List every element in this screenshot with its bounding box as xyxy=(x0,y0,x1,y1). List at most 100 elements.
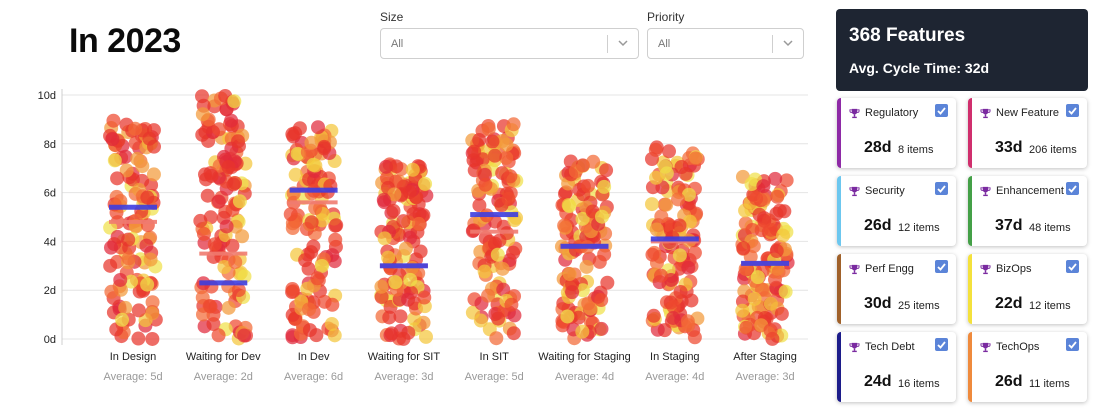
card-color-bar xyxy=(968,254,972,324)
category-card[interactable]: New Feature 33d 206 items xyxy=(968,98,1087,168)
mean-line xyxy=(289,187,338,193)
data-point xyxy=(594,209,609,224)
card-items-count: 12 items xyxy=(898,222,940,234)
size-filter-label: Size xyxy=(380,10,404,24)
card-checkbox[interactable] xyxy=(935,104,948,117)
trophy-icon xyxy=(980,186,991,197)
data-point xyxy=(506,326,521,341)
data-point xyxy=(661,144,676,159)
category-label: Waiting for Dev xyxy=(186,351,261,363)
data-point xyxy=(196,226,211,241)
card-checkbox[interactable] xyxy=(1066,104,1079,117)
data-point xyxy=(327,328,342,343)
mean-line xyxy=(470,212,519,218)
check-icon xyxy=(937,107,946,115)
data-point xyxy=(778,284,793,299)
data-point xyxy=(135,159,150,174)
data-point xyxy=(204,168,219,183)
data-point xyxy=(146,167,161,182)
data-point xyxy=(489,331,504,346)
scatter-group xyxy=(283,120,344,345)
data-point xyxy=(503,169,518,184)
card-title: BizOps xyxy=(996,263,1032,275)
data-point xyxy=(145,331,160,346)
category-card[interactable]: Perf Engg 30d 25 items xyxy=(837,254,956,324)
chevron-down-icon[interactable] xyxy=(781,36,795,50)
card-title: TechOps xyxy=(996,341,1040,353)
data-point xyxy=(649,170,664,185)
data-point xyxy=(487,148,502,163)
mean-line xyxy=(109,204,157,210)
card-checkbox[interactable] xyxy=(935,338,948,351)
data-point xyxy=(299,222,314,237)
mean-line xyxy=(741,260,790,266)
category-card[interactable]: BizOps 22d 12 items xyxy=(968,254,1087,324)
data-point xyxy=(771,264,786,279)
size-filter: Size All xyxy=(380,10,639,59)
data-point xyxy=(113,193,128,208)
category-label: Waiting for SIT xyxy=(368,351,441,363)
card-checkbox[interactable] xyxy=(935,182,948,195)
card-color-bar xyxy=(968,98,972,168)
median-line xyxy=(470,229,519,234)
data-point xyxy=(212,122,227,137)
card-checkbox[interactable] xyxy=(1066,260,1079,273)
card-checkbox[interactable] xyxy=(935,260,948,273)
category-card[interactable]: Enhancement 37d 48 items xyxy=(968,176,1087,246)
data-point xyxy=(402,184,417,199)
y-tick-label: 6d xyxy=(44,188,56,200)
card-checkbox[interactable] xyxy=(1066,182,1079,195)
check-icon xyxy=(1068,341,1077,349)
data-point xyxy=(666,310,681,325)
data-point xyxy=(119,163,134,178)
mean-line xyxy=(199,280,248,286)
data-point xyxy=(329,218,344,233)
check-icon xyxy=(937,341,946,349)
data-point xyxy=(736,241,751,256)
data-point xyxy=(687,245,702,260)
data-point xyxy=(140,277,155,292)
category-card[interactable]: Regulatory 28d 8 items xyxy=(837,98,956,168)
data-point xyxy=(579,259,594,274)
category-label: After Staging xyxy=(733,351,797,363)
data-point xyxy=(221,160,236,175)
data-point xyxy=(203,299,218,314)
average-label: Average: 2d xyxy=(194,371,253,383)
data-point xyxy=(115,312,130,327)
data-point xyxy=(325,297,340,312)
data-point xyxy=(756,179,771,194)
card-cycle-value: 30d xyxy=(864,295,892,312)
data-point xyxy=(750,270,765,285)
size-select[interactable]: All xyxy=(380,28,639,59)
data-point xyxy=(298,253,313,268)
average-label: Average: 6d xyxy=(284,371,343,383)
data-point xyxy=(594,293,609,308)
card-checkbox[interactable] xyxy=(1066,338,1079,351)
card-cycle-value: 22d xyxy=(995,295,1023,312)
data-point xyxy=(645,247,660,262)
category-card[interactable]: Tech Debt 24d 16 items xyxy=(837,332,956,402)
card-cycle-value: 33d xyxy=(995,139,1023,156)
card-color-bar xyxy=(968,176,972,246)
category-label: In Dev xyxy=(298,351,330,363)
scatter-group xyxy=(374,157,434,346)
category-card[interactable]: Security 26d 12 items xyxy=(837,176,956,246)
data-point xyxy=(586,154,601,169)
size-select-separator xyxy=(607,35,608,53)
priority-select[interactable]: All xyxy=(647,28,804,59)
data-point xyxy=(121,232,136,247)
data-point xyxy=(672,248,687,263)
feature-count: 368 Features xyxy=(849,25,966,46)
data-point xyxy=(195,107,210,122)
avg-cycle-time: Avg. Cycle Time: 32d xyxy=(849,60,990,76)
data-point xyxy=(110,171,125,186)
data-point xyxy=(487,236,502,251)
data-point xyxy=(288,167,303,182)
category-card[interactable]: TechOps 26d 11 items xyxy=(968,332,1087,402)
data-point xyxy=(659,197,674,212)
data-point xyxy=(393,309,408,324)
data-point xyxy=(501,191,516,206)
data-point xyxy=(285,221,300,236)
chevron-down-icon[interactable] xyxy=(616,36,630,50)
data-point xyxy=(193,213,208,228)
